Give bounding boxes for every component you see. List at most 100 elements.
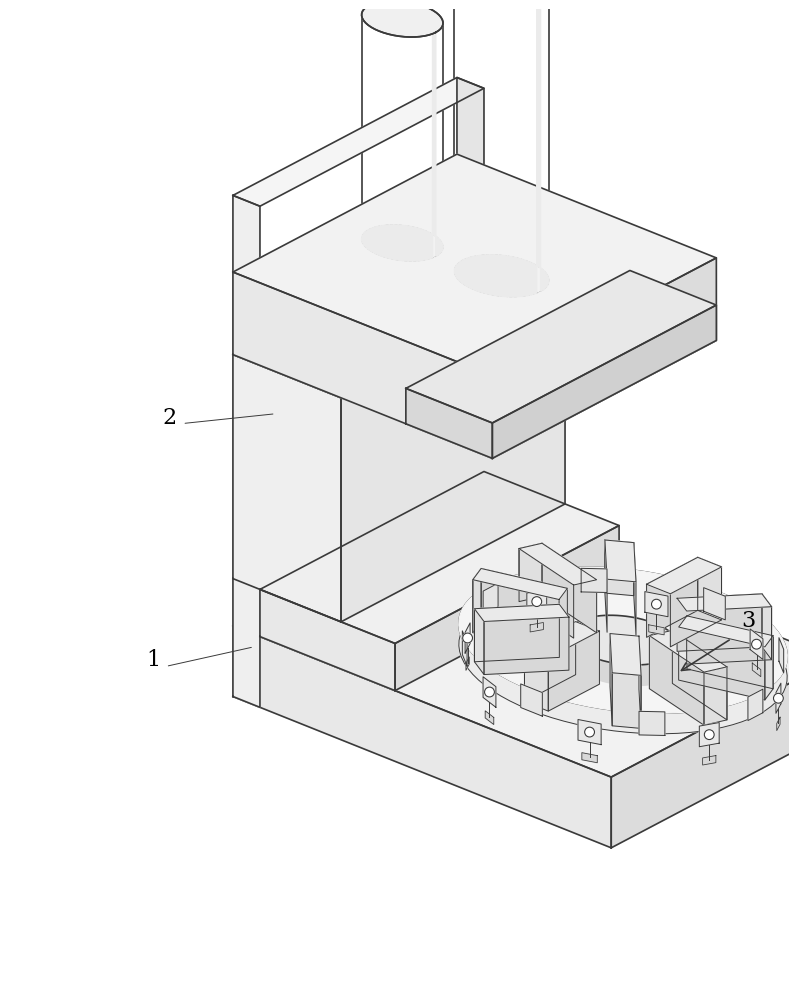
Polygon shape — [548, 631, 599, 711]
Polygon shape — [361, 1, 443, 261]
Polygon shape — [455, 0, 549, 2]
Polygon shape — [677, 594, 771, 611]
Polygon shape — [341, 280, 565, 622]
Polygon shape — [650, 636, 704, 725]
Polygon shape — [519, 543, 597, 585]
Polygon shape — [519, 549, 574, 638]
Text: 2: 2 — [162, 407, 177, 429]
Circle shape — [485, 687, 494, 697]
Polygon shape — [703, 756, 716, 765]
Polygon shape — [260, 589, 395, 691]
Circle shape — [751, 639, 762, 649]
Polygon shape — [484, 617, 569, 675]
Polygon shape — [486, 711, 494, 725]
Polygon shape — [610, 634, 641, 675]
Polygon shape — [581, 568, 607, 592]
Polygon shape — [233, 237, 565, 398]
Polygon shape — [605, 540, 636, 582]
Polygon shape — [611, 659, 796, 848]
Polygon shape — [704, 667, 727, 725]
Polygon shape — [752, 663, 761, 677]
Polygon shape — [582, 753, 597, 763]
Polygon shape — [481, 568, 568, 641]
Circle shape — [651, 599, 661, 609]
Circle shape — [774, 693, 783, 703]
Polygon shape — [639, 636, 641, 728]
Polygon shape — [687, 616, 773, 689]
Polygon shape — [646, 557, 721, 594]
Polygon shape — [233, 508, 796, 777]
Polygon shape — [458, 567, 787, 734]
Text: 1: 1 — [146, 649, 160, 671]
Polygon shape — [474, 609, 484, 675]
Polygon shape — [776, 683, 781, 713]
Polygon shape — [525, 622, 576, 702]
Polygon shape — [762, 594, 771, 660]
Polygon shape — [704, 588, 725, 620]
Polygon shape — [473, 568, 481, 633]
Polygon shape — [750, 629, 763, 659]
Polygon shape — [673, 630, 727, 720]
Polygon shape — [483, 677, 496, 707]
Polygon shape — [474, 604, 569, 621]
Polygon shape — [260, 472, 619, 643]
Circle shape — [704, 730, 714, 740]
Polygon shape — [465, 623, 470, 653]
Polygon shape — [361, 1, 443, 37]
Polygon shape — [645, 592, 668, 617]
Circle shape — [532, 597, 541, 606]
Polygon shape — [650, 630, 727, 672]
Polygon shape — [605, 540, 607, 632]
Circle shape — [462, 633, 473, 643]
Polygon shape — [473, 580, 559, 653]
Circle shape — [584, 727, 595, 737]
Polygon shape — [646, 557, 698, 637]
Polygon shape — [395, 526, 619, 691]
Polygon shape — [779, 638, 784, 673]
Polygon shape — [605, 540, 634, 596]
Polygon shape — [568, 615, 679, 686]
Polygon shape — [649, 625, 664, 635]
Polygon shape — [233, 154, 716, 376]
Polygon shape — [457, 78, 484, 589]
Polygon shape — [527, 589, 547, 614]
Polygon shape — [634, 543, 636, 635]
Polygon shape — [455, 0, 549, 297]
Polygon shape — [525, 622, 599, 658]
Polygon shape — [748, 689, 763, 721]
Polygon shape — [233, 272, 492, 458]
Polygon shape — [670, 567, 721, 647]
Polygon shape — [612, 673, 641, 728]
Polygon shape — [233, 626, 611, 848]
Polygon shape — [677, 594, 762, 651]
Polygon shape — [233, 195, 260, 707]
Polygon shape — [777, 717, 780, 731]
Polygon shape — [492, 258, 716, 458]
Polygon shape — [687, 607, 771, 664]
Polygon shape — [639, 711, 665, 735]
Polygon shape — [525, 649, 548, 711]
Polygon shape — [530, 623, 544, 632]
Polygon shape — [466, 657, 470, 670]
Polygon shape — [679, 616, 773, 647]
Polygon shape — [474, 604, 560, 662]
Polygon shape — [233, 355, 341, 622]
Polygon shape — [406, 388, 492, 458]
Polygon shape — [679, 627, 765, 700]
Polygon shape — [568, 615, 679, 665]
Polygon shape — [698, 557, 721, 620]
Polygon shape — [521, 684, 542, 716]
Polygon shape — [462, 631, 467, 666]
Polygon shape — [458, 567, 787, 713]
Polygon shape — [492, 305, 716, 458]
Polygon shape — [519, 543, 542, 602]
Polygon shape — [578, 720, 601, 745]
Polygon shape — [233, 78, 484, 206]
Polygon shape — [406, 270, 716, 423]
Polygon shape — [542, 543, 597, 633]
Polygon shape — [700, 723, 719, 747]
Text: 3: 3 — [741, 610, 755, 632]
Polygon shape — [483, 583, 498, 615]
Polygon shape — [610, 634, 612, 726]
Polygon shape — [765, 636, 773, 700]
